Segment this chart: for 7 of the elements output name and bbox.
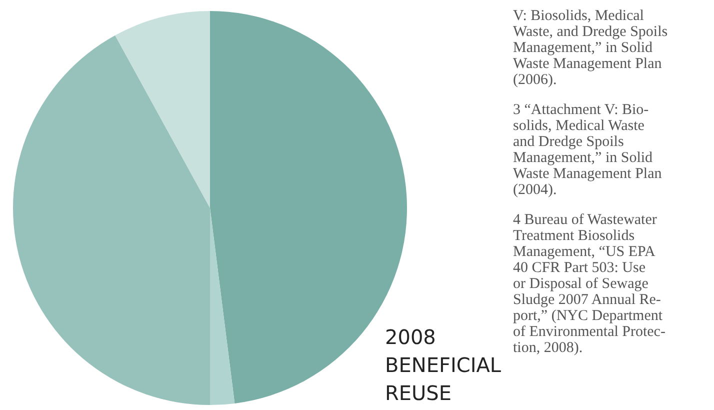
pie-slice	[13, 35, 210, 405]
text: 2008 BENEFICIAL REUSE	[385, 325, 502, 405]
text: V: Biosolids, Medical Waste, and Dredge Spoils Management,” in Solid Waste Management Plan (2006).	[513, 8, 668, 88]
text: 3 “Attachment V: Bio- solids, Medical Waste and Dredge Spoils Management,” in Solid Waste Management Plan (2004).	[513, 102, 662, 198]
text: 4 Bureau of Wastewater Treatment Biosolids Management, “US EPA 40 CFR Part 503: Use or Disposal of Sewage Sludge 2007 Annual Re- port,” (NYC Department of Environmental Protec- tion, 2008).	[513, 212, 666, 356]
pie-slice	[115, 11, 210, 208]
pie-slice	[210, 208, 235, 405]
